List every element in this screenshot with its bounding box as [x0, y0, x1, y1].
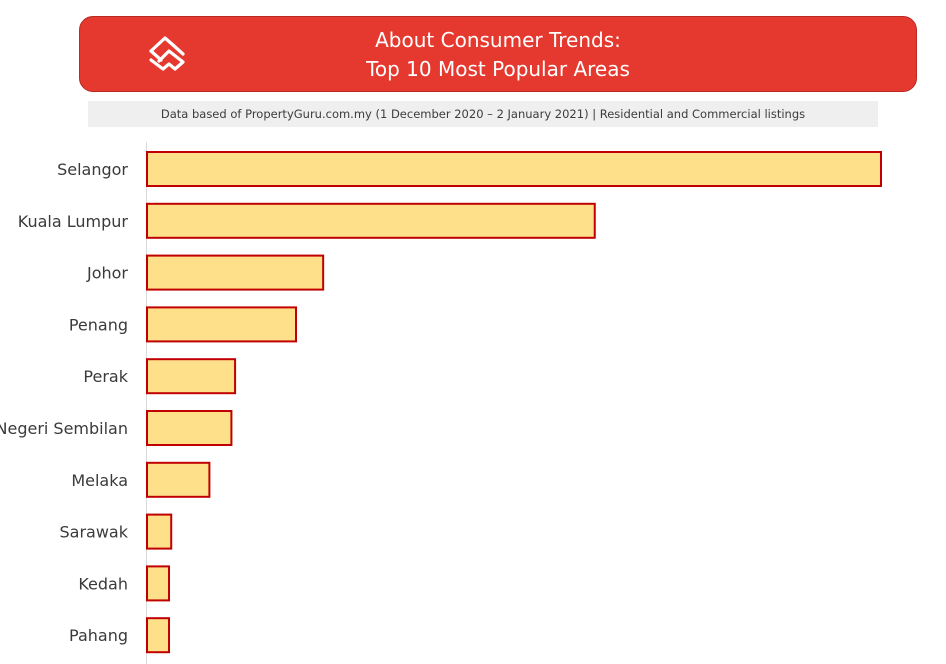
title-banner: About Consumer Trends: Top 10 Most Popul…	[79, 16, 917, 92]
bar-johor	[146, 254, 325, 291]
bar-melaka	[146, 461, 211, 498]
category-label: Selangor	[57, 160, 128, 179]
category-label: Johor	[86, 264, 128, 283]
chart-subtitle: Data based of PropertyGuru.com.my (1 Dec…	[88, 101, 878, 127]
title-line-2: Top 10 Most Popular Areas	[366, 57, 630, 81]
bar-perak	[146, 358, 237, 395]
category-label: Pahang	[69, 626, 128, 645]
title-line-1: About Consumer Trends:	[375, 28, 621, 52]
bar-kuala-lumpur	[146, 202, 596, 239]
category-label: Melaka	[71, 471, 128, 490]
bar-pahang	[146, 617, 171, 654]
bar-kedah	[146, 565, 171, 602]
category-label: Kedah	[78, 574, 128, 593]
bar-sarawak	[146, 513, 173, 550]
bar-penang	[146, 306, 298, 343]
bar-selangor	[146, 151, 882, 187]
propertyguru-logo-icon	[149, 36, 185, 71]
category-label: Negeri Sembilan	[0, 419, 128, 438]
category-label: Penang	[69, 315, 128, 334]
category-label: Kuala Lumpur	[18, 212, 129, 231]
bar-negeri-sembilan	[146, 410, 233, 446]
chart-title: About Consumer Trends: Top 10 Most Popul…	[80, 26, 916, 84]
category-label: Sarawak	[60, 523, 129, 542]
category-label: Perak	[83, 367, 128, 386]
